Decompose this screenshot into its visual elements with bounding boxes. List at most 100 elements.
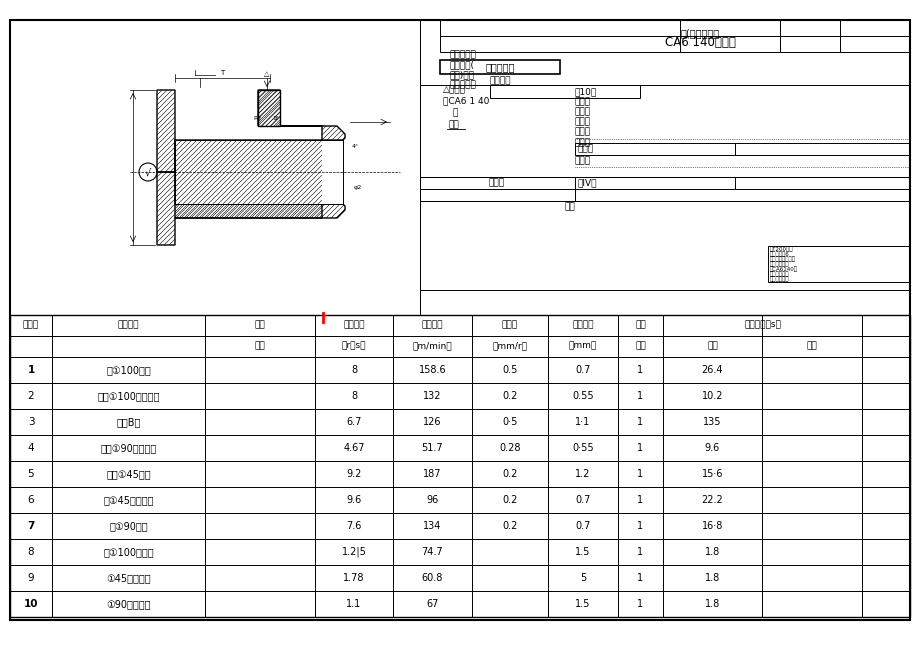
Text: 称CA6 1 40: 称CA6 1 40 <box>443 96 489 105</box>
Text: 1: 1 <box>637 521 643 531</box>
Text: （m/min）: （m/min） <box>413 341 452 350</box>
Text: 0·55: 0·55 <box>572 443 593 453</box>
Text: 9.6: 9.6 <box>346 495 361 505</box>
Text: 1: 1 <box>637 391 643 401</box>
Bar <box>420 177 909 189</box>
Text: 精车①90外圆柱面: 精车①90外圆柱面 <box>100 443 156 453</box>
Text: 中州大学产: 中州大学产 <box>449 51 476 60</box>
Text: 0.2: 0.2 <box>502 495 517 505</box>
Text: 7.6: 7.6 <box>346 521 361 531</box>
Text: （r／s）: （r／s） <box>341 341 366 350</box>
Text: φ2: φ2 <box>354 185 362 190</box>
Text: 4.67: 4.67 <box>343 443 364 453</box>
Text: 135: 135 <box>702 417 721 427</box>
Text: 1.8: 1.8 <box>704 573 720 583</box>
Text: 号CA6140夹: 号CA6140夹 <box>769 266 797 272</box>
Text: 件设备: 件设备 <box>574 118 591 127</box>
Text: 车①90端面: 车①90端面 <box>109 521 148 531</box>
Text: 精车①100外圆柱面: 精车①100外圆柱面 <box>97 391 160 401</box>
Text: 1.2: 1.2 <box>574 469 590 479</box>
Text: 台数量设备型: 台数量设备型 <box>769 261 789 266</box>
Text: 次数: 次数 <box>634 341 645 350</box>
Bar <box>257 90 279 126</box>
Text: 1.5: 1.5 <box>574 599 590 609</box>
Text: 间毛坏: 间毛坏 <box>574 98 591 107</box>
Text: 具编号工位器: 具编号工位器 <box>769 271 789 277</box>
Text: 工步内容: 工步内容 <box>118 320 139 330</box>
Text: 日T200毛坡: 日T200毛坡 <box>769 246 792 252</box>
Text: 1.1: 1.1 <box>346 599 361 609</box>
Text: 工程技术学: 工程技术学 <box>449 81 476 90</box>
Bar <box>420 177 574 201</box>
Text: 8: 8 <box>28 547 34 557</box>
Text: 进给: 进给 <box>634 320 645 330</box>
Text: 60.8: 60.8 <box>421 573 443 583</box>
Text: 冑10年: 冑10年 <box>574 88 596 96</box>
Text: 工艺: 工艺 <box>255 320 265 330</box>
Bar <box>574 143 909 155</box>
Text: 机动: 机动 <box>707 341 717 350</box>
Text: 工序号: 工序号 <box>577 144 594 153</box>
Text: 1.8: 1.8 <box>704 547 720 557</box>
Text: CA6 140法兰盘: CA6 140法兰盘 <box>664 36 734 49</box>
Text: △产品名: △产品名 <box>443 86 466 94</box>
Text: 主轴转速: 主轴转速 <box>343 320 364 330</box>
Text: T: T <box>220 70 224 76</box>
Text: 5: 5 <box>579 573 585 583</box>
Text: 74.7: 74.7 <box>421 547 443 557</box>
Text: 8: 8 <box>350 365 357 375</box>
Text: 精车: 精车 <box>564 203 574 211</box>
Text: 院机械加工: 院机械加工 <box>485 62 514 72</box>
Text: 6.7: 6.7 <box>346 417 361 427</box>
Text: 1: 1 <box>637 365 643 375</box>
Text: 15·6: 15·6 <box>701 469 722 479</box>
Text: 道摇可制件数量件: 道摇可制件数量件 <box>769 256 795 262</box>
Text: 切削速度: 切削速度 <box>421 320 443 330</box>
Text: 0.5: 0.5 <box>502 365 517 375</box>
Text: 67: 67 <box>425 599 438 609</box>
Text: 8: 8 <box>350 391 357 401</box>
Text: 式车床: 式车床 <box>574 138 591 148</box>
Text: 1f: 1f <box>272 116 278 120</box>
Text: 5: 5 <box>28 469 34 479</box>
Text: 0.28: 0.28 <box>499 443 520 453</box>
Text: 具编号切及砧: 具编号切及砧 <box>769 276 789 282</box>
Text: 7: 7 <box>28 521 35 531</box>
Text: 车①100端面: 车①100端面 <box>106 365 151 375</box>
Text: 4°: 4° <box>351 144 358 150</box>
Text: 10: 10 <box>24 599 39 609</box>
Text: 1.78: 1.78 <box>343 573 364 583</box>
Text: 2: 2 <box>28 391 34 401</box>
Text: ①45过渡圆弧: ①45过渡圆弧 <box>106 573 151 583</box>
Text: 132: 132 <box>423 391 441 401</box>
Text: 22.2: 22.2 <box>701 495 722 505</box>
Text: 辅助: 辅助 <box>806 341 816 350</box>
Text: 材料牌: 材料牌 <box>488 179 505 187</box>
Text: 9: 9 <box>28 573 34 583</box>
Text: 158.6: 158.6 <box>418 365 446 375</box>
Text: 3: 3 <box>28 417 34 427</box>
Text: 1: 1 <box>637 443 643 453</box>
Text: 1.2|5: 1.2|5 <box>341 547 366 557</box>
Text: 车①100柱倒角: 车①100柱倒角 <box>103 547 153 557</box>
Text: 0.7: 0.7 <box>574 495 590 505</box>
Text: 1: 1 <box>637 495 643 505</box>
Text: 1: 1 <box>637 573 643 583</box>
Text: 51.7: 51.7 <box>421 443 443 453</box>
Text: R2: R2 <box>254 116 262 120</box>
Text: （mm/r）: （mm/r） <box>492 341 527 350</box>
Text: 品型号零(: 品型号零( <box>449 60 474 70</box>
Text: （mm）: （mm） <box>568 341 596 350</box>
Text: 0.7: 0.7 <box>574 365 590 375</box>
Text: 1: 1 <box>28 365 35 375</box>
Bar <box>767 246 909 282</box>
Text: 背吃刀量: 背吃刀量 <box>572 320 593 330</box>
Text: 187: 187 <box>423 469 441 479</box>
Text: 工序名: 工序名 <box>574 157 591 166</box>
Text: 16·8: 16·8 <box>701 521 722 531</box>
Text: 6: 6 <box>28 495 34 505</box>
Text: 10.2: 10.2 <box>701 391 722 401</box>
Text: 号IV半: 号IV半 <box>577 179 596 187</box>
Text: 0.55: 0.55 <box>572 391 593 401</box>
Text: √: √ <box>144 167 151 177</box>
